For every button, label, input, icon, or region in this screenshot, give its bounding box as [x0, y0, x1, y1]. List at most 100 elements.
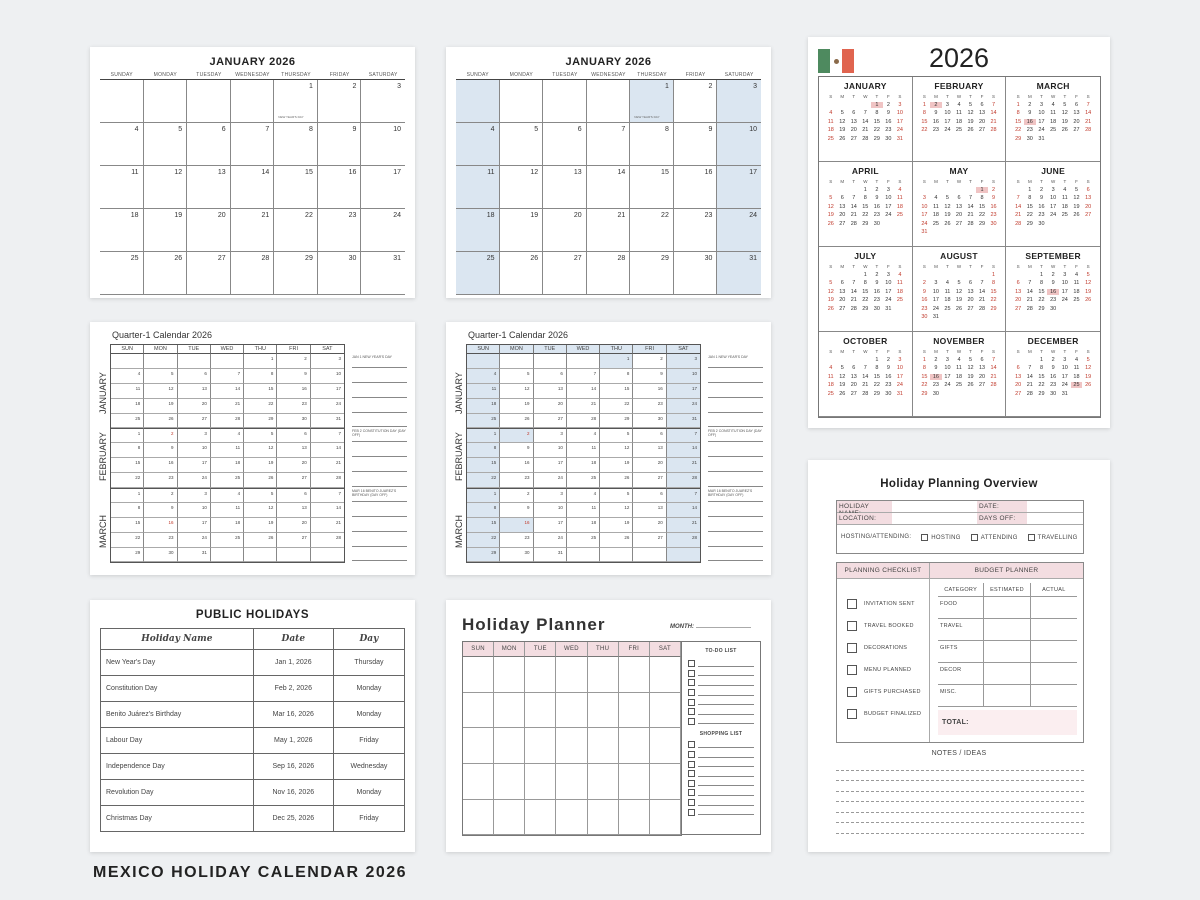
day-cell[interactable]: 8: [467, 443, 501, 459]
day[interactable]: 26: [1085, 297, 1092, 303]
attending-option[interactable]: ATTENDING: [970, 534, 1018, 541]
list-item[interactable]: [688, 769, 754, 779]
day[interactable]: 21: [862, 382, 869, 388]
day-cell[interactable]: 4: [456, 123, 500, 166]
day[interactable]: 8: [875, 365, 879, 371]
budget-cell[interactable]: [1031, 663, 1077, 684]
day[interactable]: 29: [1038, 390, 1045, 397]
day-cell[interactable]: 21: [310, 458, 344, 474]
day[interactable]: 31: [932, 314, 939, 320]
day[interactable]: 7: [992, 101, 996, 108]
checkbox-icon[interactable]: [688, 698, 695, 706]
day[interactable]: 12: [967, 110, 974, 116]
day[interactable]: 5: [840, 365, 844, 371]
day-cell[interactable]: 30: [317, 252, 362, 295]
list-line[interactable]: [698, 670, 754, 677]
day-cell[interactable]: [649, 728, 681, 765]
day[interactable]: 27: [850, 390, 857, 397]
list-line[interactable]: [698, 661, 754, 667]
day-cell[interactable]: 9: [633, 368, 667, 384]
day[interactable]: 16: [1050, 373, 1057, 380]
day-cell[interactable]: 6: [533, 368, 567, 384]
budget-cell[interactable]: [984, 663, 1031, 684]
day[interactable]: 30: [1038, 220, 1045, 227]
budget-cell[interactable]: [1031, 641, 1077, 662]
day[interactable]: 29: [1015, 135, 1022, 142]
day-cell[interactable]: 23: [317, 209, 362, 252]
day[interactable]: 30: [1026, 135, 1033, 142]
day-cell[interactable]: 9: [673, 123, 718, 166]
day[interactable]: 7: [980, 280, 984, 286]
day[interactable]: 17: [932, 297, 939, 303]
day-cell[interactable]: 17: [177, 517, 211, 533]
day[interactable]: 29: [873, 390, 880, 397]
day-cell[interactable]: 15: [111, 517, 145, 533]
day[interactable]: 4: [957, 101, 961, 108]
day-cell[interactable]: 2: [633, 354, 667, 369]
day-cell[interactable]: [310, 548, 344, 563]
day-cell[interactable]: 14: [310, 503, 344, 518]
day[interactable]: 20: [1085, 203, 1092, 210]
day[interactable]: 6: [980, 356, 984, 363]
day-cell[interactable]: [587, 799, 619, 836]
day[interactable]: 22: [1026, 212, 1033, 218]
checkbox-icon[interactable]: [688, 689, 695, 697]
day[interactable]: 23: [1050, 297, 1057, 303]
day-cell[interactable]: [277, 547, 311, 563]
day-cell[interactable]: [556, 764, 588, 800]
day[interactable]: 29: [862, 305, 869, 312]
day-cell[interactable]: 30: [633, 413, 667, 429]
budget-cell[interactable]: [984, 597, 1031, 618]
day[interactable]: 21: [1085, 118, 1092, 125]
day[interactable]: 9: [886, 110, 890, 116]
day-cell[interactable]: 14: [586, 166, 631, 209]
day-cell[interactable]: 30: [277, 413, 311, 429]
day[interactable]: 5: [945, 195, 949, 201]
day[interactable]: 27: [955, 220, 963, 227]
day[interactable]: 1: [922, 101, 926, 108]
day[interactable]: 11: [897, 280, 903, 286]
day[interactable]: 19: [839, 382, 846, 388]
day-cell[interactable]: 10: [717, 123, 761, 166]
day[interactable]: 7: [863, 110, 867, 116]
day-cell[interactable]: 20: [633, 458, 667, 474]
day-cell[interactable]: 14: [566, 383, 601, 399]
list-line[interactable]: [698, 790, 754, 796]
day[interactable]: 1: [1016, 101, 1020, 108]
day-cell[interactable]: 7: [566, 368, 601, 384]
day[interactable]: 29: [1026, 220, 1033, 227]
day-cell[interactable]: 27: [543, 252, 587, 295]
day[interactable]: 14: [990, 365, 997, 371]
day-cell[interactable]: 4: [100, 123, 144, 166]
day[interactable]: 6: [852, 365, 856, 371]
day-cell[interactable]: 22: [111, 532, 145, 548]
day[interactable]: 9: [934, 365, 938, 371]
day[interactable]: 28: [978, 305, 986, 312]
day-cell[interactable]: 13: [533, 383, 567, 399]
checkbox-icon[interactable]: [688, 799, 695, 807]
list-line[interactable]: [698, 780, 754, 787]
checklist-item[interactable]: MENU PLANNED: [847, 659, 929, 681]
day-cell[interactable]: 11: [456, 166, 500, 209]
day[interactable]: 3: [945, 101, 949, 108]
day-cell[interactable]: 25: [100, 252, 144, 295]
day-cell[interactable]: 27: [277, 473, 311, 489]
day-cell[interactable]: 6: [543, 123, 587, 166]
day-cell[interactable]: 9: [500, 443, 534, 459]
list-line[interactable]: [698, 771, 754, 777]
day-cell[interactable]: 16: [144, 517, 178, 533]
note-line[interactable]: [708, 502, 763, 517]
day[interactable]: 3: [1039, 101, 1044, 108]
day-cell[interactable]: 31: [533, 547, 567, 563]
checkbox-icon[interactable]: [688, 751, 695, 759]
day-cell[interactable]: 9: [144, 502, 178, 518]
day[interactable]: 18: [827, 382, 834, 388]
day[interactable]: 22: [921, 127, 928, 133]
day-cell[interactable]: 6: [633, 488, 667, 503]
day-cell[interactable]: 10: [310, 369, 344, 384]
day-cell[interactable]: 26: [244, 473, 278, 489]
day[interactable]: 11: [956, 365, 962, 371]
day[interactable]: 8: [922, 365, 926, 371]
note-line[interactable]: [352, 547, 407, 562]
list-item[interactable]: [688, 750, 754, 760]
